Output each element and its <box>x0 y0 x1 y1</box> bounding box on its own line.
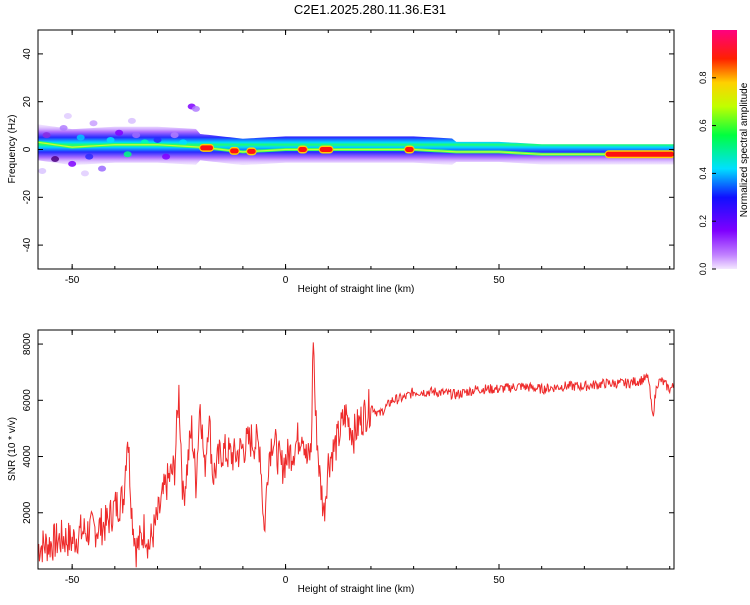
spectrogram-y-tick-label: 40 <box>22 48 33 60</box>
spectral-peak <box>230 148 239 154</box>
snr-x-label: Height of straight line (km) <box>298 584 415 595</box>
spectral-blob <box>170 132 179 139</box>
spectral-peak <box>298 147 307 152</box>
spectrogram-y-label: Frequency (Hz) <box>7 115 18 184</box>
figure-title: C2E1.2025.280.11.36.E31 <box>294 2 446 17</box>
colorbar-tick-label: 0.2 <box>698 215 708 228</box>
spectral-band <box>38 124 674 166</box>
spectral-blob <box>63 113 72 120</box>
snr-x-tick-label: 0 <box>283 575 289 586</box>
spectral-peak <box>200 145 214 151</box>
spectral-blob <box>123 151 132 158</box>
spectral-blob <box>59 124 68 131</box>
snr-panel: -50 0 50 2000 4000 6000 8000 Height of straigh… <box>7 329 675 595</box>
snr-y-tick-label: 2000 <box>22 501 33 524</box>
colorbar-tick-label: 0.8 <box>698 72 708 85</box>
colorbar-tick-label: 0.6 <box>698 119 708 132</box>
spectral-blob <box>68 160 77 167</box>
spectral-blob <box>98 165 107 172</box>
spectrogram-plot-area <box>38 103 674 177</box>
snr-axes: -50 0 50 2000 4000 6000 8000 <box>22 330 674 586</box>
spectral-peak <box>605 151 674 157</box>
spectrogram-panel: -50 0 50 -40 -20 0 20 40 Height of straight lin… <box>7 29 675 295</box>
spectral-ridge-core <box>38 141 674 155</box>
spectrogram-x-label: Height of straight line (km) <box>298 284 415 295</box>
colorbar-tick-label: 0.0 <box>698 263 708 276</box>
spectrogram-y-tick-label: 20 <box>22 96 33 108</box>
colorbar-label: Normalized spectral amplitude <box>739 82 750 217</box>
spectrogram-x-tick-label: 0 <box>283 275 289 286</box>
snr-y-tick-label: 8000 <box>22 332 33 355</box>
spectral-blob <box>127 117 136 124</box>
snr-x-tick-label: 50 <box>493 575 505 586</box>
colorbar: 0.0 0.2 0.4 0.6 0.8 Normalized spectral ampl… <box>698 30 750 275</box>
spectral-blob <box>115 129 124 136</box>
spectral-blob <box>106 136 115 143</box>
spectrogram-y-tick-label: 0 <box>22 146 33 152</box>
spectrogram-y-tick-label: -20 <box>22 190 33 205</box>
spectrogram-axes: -50 0 50 -40 -20 0 20 40 <box>22 30 674 286</box>
spectral-blob <box>51 156 60 163</box>
spectral-blob <box>153 136 162 143</box>
spectral-blob <box>38 168 47 175</box>
colorbar-gradient <box>712 30 737 269</box>
spectrogram-x-tick-label: -50 <box>65 275 80 286</box>
spectral-blob <box>162 153 171 160</box>
spectral-peak <box>405 147 414 152</box>
spectral-peak <box>247 148 256 154</box>
snr-frame <box>37 329 675 570</box>
spectral-blob <box>191 105 200 112</box>
colorbar-tick-label: 0.4 <box>698 167 708 180</box>
spectral-peak <box>319 147 333 152</box>
colorbar-ticks: 0.0 0.2 0.4 0.6 0.8 <box>698 72 716 276</box>
snr-y-label: SNR (10 * v/v) <box>7 417 18 481</box>
spectral-blob <box>76 134 85 141</box>
snr-x-tick-label: -50 <box>65 575 80 586</box>
spectrogram-y-tick-label: -40 <box>22 237 33 252</box>
snr-y-tick-label: 4000 <box>22 445 33 468</box>
spectral-blob <box>132 132 141 139</box>
snr-series-line <box>38 342 674 568</box>
snr-plot-area <box>38 342 674 568</box>
spectrogram-x-tick-label: 50 <box>493 275 505 286</box>
spectral-blob <box>179 139 188 146</box>
spectral-blob <box>42 132 51 139</box>
snr-y-tick-label: 6000 <box>22 389 33 412</box>
spectral-blob <box>85 153 94 160</box>
spectral-blob <box>80 170 89 177</box>
spectral-blob <box>89 120 98 127</box>
